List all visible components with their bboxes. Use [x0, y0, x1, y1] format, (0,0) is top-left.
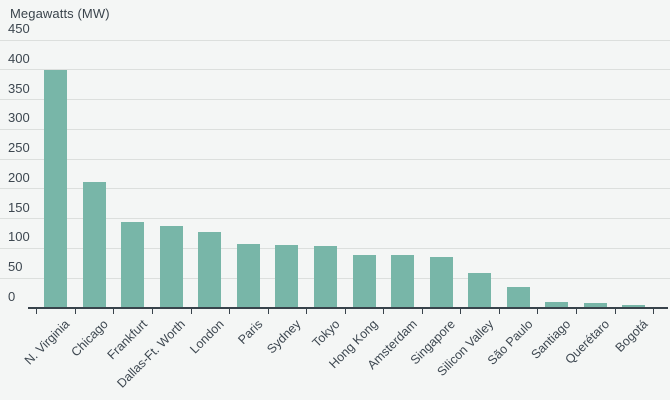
- x-axis-tick: [653, 309, 655, 314]
- x-axis-tick: [190, 309, 192, 314]
- y-tick-label: 450: [8, 21, 30, 36]
- gridline-150: [0, 218, 670, 220]
- x-axis-tick: [74, 309, 76, 314]
- gridline-350: [0, 99, 670, 101]
- x-axis-tick: [460, 309, 462, 314]
- x-tick-label: Dallas-Ft. Worth: [114, 317, 189, 391]
- gridline-200: [0, 188, 670, 190]
- x-tick-label: Sydney: [264, 317, 304, 357]
- x-axis-line: [28, 307, 668, 309]
- x-axis-tick: [383, 309, 385, 314]
- bar-bogot-: [622, 305, 646, 308]
- x-tick-label: Tokyo: [309, 317, 343, 350]
- y-tick-label: 300: [8, 110, 30, 126]
- x-axis-tick: [151, 309, 153, 314]
- y-tick-label: 150: [8, 199, 30, 215]
- gridline-250: [0, 158, 670, 160]
- x-axis-tick: [614, 309, 616, 314]
- x-axis-tick: [498, 309, 500, 314]
- bar-quer-taro: [583, 302, 607, 308]
- chart-title: Megawatts (MW): [10, 6, 110, 21]
- x-axis-tick: [36, 309, 38, 314]
- bar-amsterdam: [391, 254, 415, 308]
- bar-silicon-valley: [468, 273, 492, 308]
- x-tick-label: London: [187, 317, 227, 357]
- x-axis-tick: [344, 309, 346, 314]
- bar-santiago: [545, 302, 569, 308]
- y-tick-label: 200: [8, 169, 30, 185]
- gridline-400: [0, 69, 670, 71]
- y-tick-label: 350: [8, 80, 30, 96]
- bar-tokyo: [313, 246, 337, 308]
- x-axis-tick: [537, 309, 539, 314]
- x-axis-tick: [421, 309, 423, 314]
- bar-paris: [236, 244, 260, 308]
- x-axis-tick: [229, 309, 231, 314]
- bar-n-virginia: [44, 69, 68, 308]
- y-tick-label: 100: [8, 229, 30, 245]
- y-tick-label: 250: [8, 140, 30, 156]
- bar-frankfurt: [121, 221, 145, 308]
- gridline-300: [0, 128, 670, 130]
- y-tick-label: 50: [8, 259, 23, 275]
- y-tick-label: 400: [8, 50, 30, 66]
- bar-dallas-ft-worth: [159, 226, 183, 308]
- x-tick-label: N. Virginia: [21, 317, 73, 368]
- y-tick-label: 0: [8, 289, 16, 304]
- bar-s-o-paulo: [506, 286, 530, 308]
- x-tick-label: Paris: [235, 317, 266, 348]
- bar-hong-kong: [352, 254, 376, 308]
- x-axis-tick: [113, 309, 115, 314]
- x-tick-label: Bogotá: [612, 317, 651, 355]
- bar-singapore: [429, 256, 453, 308]
- bar-sydney: [275, 245, 299, 308]
- x-axis-tick: [306, 309, 308, 314]
- gridline-450: [0, 39, 670, 41]
- x-axis-tick: [267, 309, 269, 314]
- bar-chicago: [82, 181, 106, 308]
- bar-london: [198, 231, 222, 308]
- x-axis-tick: [576, 309, 578, 314]
